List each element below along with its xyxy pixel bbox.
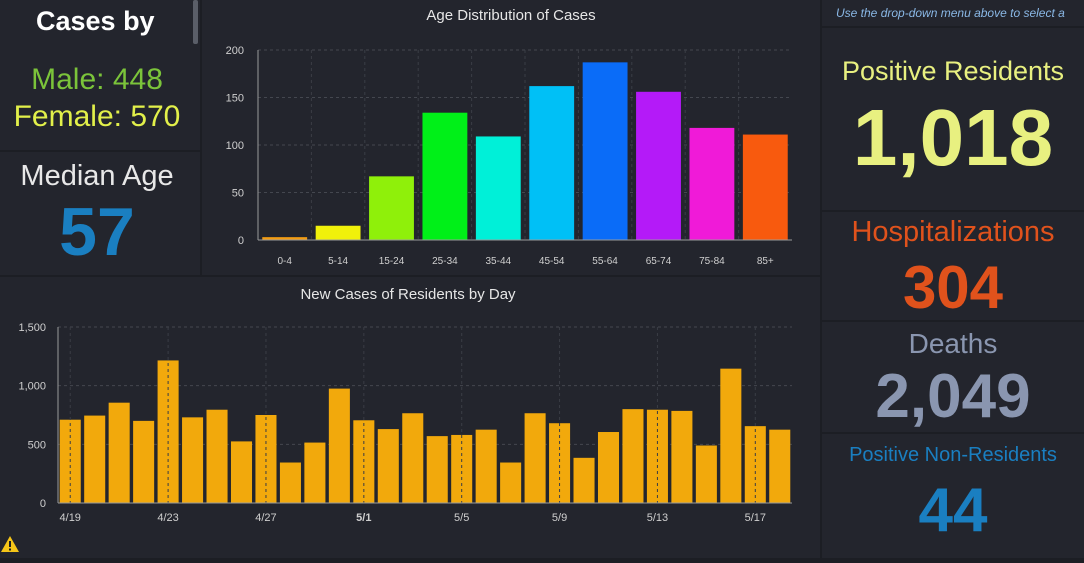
daily-bar xyxy=(573,457,595,503)
x-tick-label: 4/27 xyxy=(255,512,276,524)
y-tick-label: 500 xyxy=(28,439,46,451)
daily-bar xyxy=(597,432,620,503)
daily-bar xyxy=(695,445,717,503)
positive-residents-panel: Positive Residents 1,018 xyxy=(822,28,1084,210)
x-tick-label: 65-74 xyxy=(646,256,672,267)
hospitalizations-panel: Hospitalizations 304 xyxy=(822,212,1084,320)
daily-bar xyxy=(622,409,644,503)
daily-bar xyxy=(377,429,399,503)
y-tick-label: 0 xyxy=(238,235,244,247)
daily-chart-title: New Cases of Residents by Day xyxy=(300,286,516,303)
median-age-panel: Median Age 57 xyxy=(0,152,200,275)
x-tick-label: 5/5 xyxy=(454,512,469,524)
y-tick-label: 1,500 xyxy=(18,322,46,334)
age-chart-panel: Age Distribution of Cases 0 50 100 150 200 0-4… xyxy=(202,0,820,275)
x-tick-label: 5-14 xyxy=(328,256,348,267)
male-count: Male: 448 xyxy=(31,63,163,96)
y-tick-label: 1,000 xyxy=(18,381,46,393)
daily-bar xyxy=(744,426,766,503)
age-bar xyxy=(689,127,735,240)
y-tick-label: 100 xyxy=(226,140,244,152)
warning-triangle-icon[interactable] xyxy=(0,534,20,559)
daily-bar xyxy=(426,436,448,503)
y-tick-label: 0 xyxy=(40,498,46,510)
daily-bar xyxy=(646,409,668,503)
non-residents-value: 44 xyxy=(918,476,988,545)
x-tick-label: 4/19 xyxy=(60,512,81,524)
age-chart-title: Age Distribution of Cases xyxy=(426,7,595,24)
daily-bar xyxy=(500,462,522,503)
age-bar xyxy=(742,134,788,240)
cases-by-title: Cases by xyxy=(36,6,155,36)
daily-bar xyxy=(304,442,326,503)
x-tick-label: 5/9 xyxy=(552,512,567,524)
x-tick-label: 15-24 xyxy=(379,256,405,267)
daily-bar xyxy=(549,423,571,503)
daily-chart-panel: New Cases of Residents by Day 0 500 1,000 1,… xyxy=(0,277,820,558)
drop-down-note: Use the drop-down menu above to select a xyxy=(836,6,1065,20)
x-tick-label: 45-54 xyxy=(539,256,565,267)
age-bar xyxy=(369,176,414,240)
daily-bar xyxy=(279,462,301,503)
x-tick-label: 0-4 xyxy=(277,256,292,267)
non-residents-label: Positive Non-Residents xyxy=(849,444,1057,466)
x-tick-label: 5/17 xyxy=(745,512,766,524)
hospitalizations-label: Hospitalizations xyxy=(851,216,1055,248)
age-bar xyxy=(529,86,575,240)
x-tick-label: 5/13 xyxy=(647,512,668,524)
female-count: Female: 570 xyxy=(13,100,181,133)
age-bar xyxy=(315,225,361,240)
deaths-value: 2,049 xyxy=(875,362,1031,431)
deaths-panel: Deaths 2,049 xyxy=(822,322,1084,432)
age-distribution-chart: Age Distribution of Cases 0 50 100 150 200 0-4… xyxy=(226,7,792,267)
x-tick-label: 25-34 xyxy=(432,256,458,267)
x-tick-label: 85+ xyxy=(757,256,774,267)
gender-panel: Cases by Male: 448 Female: 570 xyxy=(0,0,200,150)
age-bar xyxy=(422,112,468,240)
panel-scrollbar[interactable] xyxy=(193,0,198,44)
x-tick-label: 35-44 xyxy=(486,256,512,267)
daily-bar xyxy=(206,409,228,503)
daily-bar xyxy=(475,429,497,503)
daily-bar xyxy=(133,420,155,503)
x-tick-label: 5/1 xyxy=(356,512,371,524)
deaths-label: Deaths xyxy=(908,328,998,359)
info-note-panel: Use the drop-down menu above to select a xyxy=(822,0,1084,26)
daily-bar xyxy=(402,413,424,503)
median-age-label: Median Age xyxy=(20,160,174,192)
daily-bar xyxy=(769,429,791,503)
x-tick-label: 4/23 xyxy=(157,512,178,524)
x-tick-label: 55-64 xyxy=(592,256,618,267)
hospitalizations-value: 304 xyxy=(902,254,1004,321)
age-bar xyxy=(475,136,521,240)
median-age-value: 57 xyxy=(59,194,135,270)
daily-bar xyxy=(182,417,204,503)
daily-bar xyxy=(720,368,742,503)
age-bar xyxy=(582,62,628,240)
age-bar xyxy=(636,91,681,240)
age-bar xyxy=(262,237,308,240)
daily-bar xyxy=(451,434,473,503)
positive-residents-label: Positive Residents xyxy=(841,56,1065,86)
daily-bar xyxy=(108,402,130,503)
y-tick-label: 50 xyxy=(232,188,244,200)
y-tick-label: 150 xyxy=(226,93,244,105)
daily-bar xyxy=(524,413,546,503)
y-tick-label: 200 xyxy=(226,45,244,57)
daily-bar xyxy=(671,410,693,503)
daily-cases-chart: New Cases of Residents by Day 0 500 1,000 1,… xyxy=(18,286,792,524)
positive-residents-value: 1,018 xyxy=(852,93,1054,182)
daily-bar xyxy=(230,441,253,503)
x-tick-label: 75-84 xyxy=(699,256,725,267)
daily-bar xyxy=(328,388,350,503)
daily-bar xyxy=(84,415,106,503)
non-residents-panel: Positive Non-Residents 44 xyxy=(822,434,1084,558)
